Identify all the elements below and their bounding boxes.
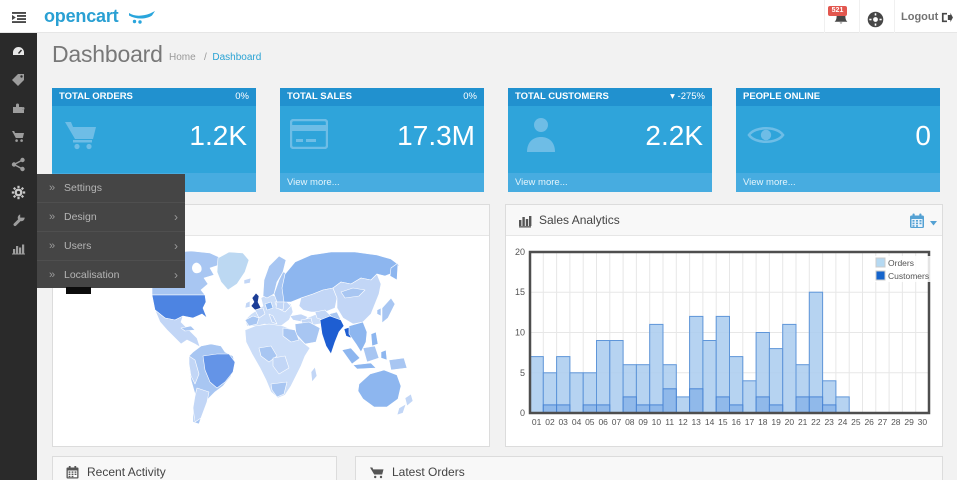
svg-text:13: 13: [691, 417, 701, 427]
svg-text:22: 22: [811, 417, 821, 427]
svg-text:11: 11: [665, 417, 674, 427]
svg-text:20: 20: [515, 247, 525, 257]
svg-text:12: 12: [678, 417, 688, 427]
svg-text:16: 16: [731, 417, 741, 427]
svg-text:17: 17: [745, 417, 755, 427]
svg-text:23: 23: [824, 417, 834, 427]
svg-text:19: 19: [771, 417, 781, 427]
svg-text:Orders: Orders: [888, 258, 914, 268]
svg-text:27: 27: [878, 417, 888, 427]
svg-text:30: 30: [918, 417, 928, 427]
svg-text:0: 0: [520, 408, 525, 418]
svg-text:06: 06: [598, 417, 608, 427]
svg-text:25: 25: [851, 417, 861, 427]
svg-text:18: 18: [758, 417, 768, 427]
svg-text:14: 14: [705, 417, 715, 427]
svg-text:07: 07: [612, 417, 622, 427]
svg-text:15: 15: [515, 287, 525, 297]
svg-text:08: 08: [625, 417, 635, 427]
svg-text:Customers: Customers: [888, 271, 929, 281]
svg-text:20: 20: [785, 417, 795, 427]
svg-text:24: 24: [838, 417, 848, 427]
svg-text:03: 03: [558, 417, 568, 427]
svg-text:01: 01: [532, 417, 542, 427]
svg-text:02: 02: [545, 417, 555, 427]
svg-text:28: 28: [891, 417, 901, 427]
svg-text:5: 5: [520, 368, 525, 378]
svg-text:09: 09: [638, 417, 648, 427]
svg-text:10: 10: [515, 328, 525, 338]
svg-text:04: 04: [572, 417, 582, 427]
svg-text:10: 10: [652, 417, 662, 427]
svg-text:26: 26: [864, 417, 874, 427]
svg-text:29: 29: [904, 417, 914, 427]
svg-text:05: 05: [585, 417, 595, 427]
svg-text:15: 15: [718, 417, 728, 427]
svg-text:21: 21: [798, 417, 808, 427]
